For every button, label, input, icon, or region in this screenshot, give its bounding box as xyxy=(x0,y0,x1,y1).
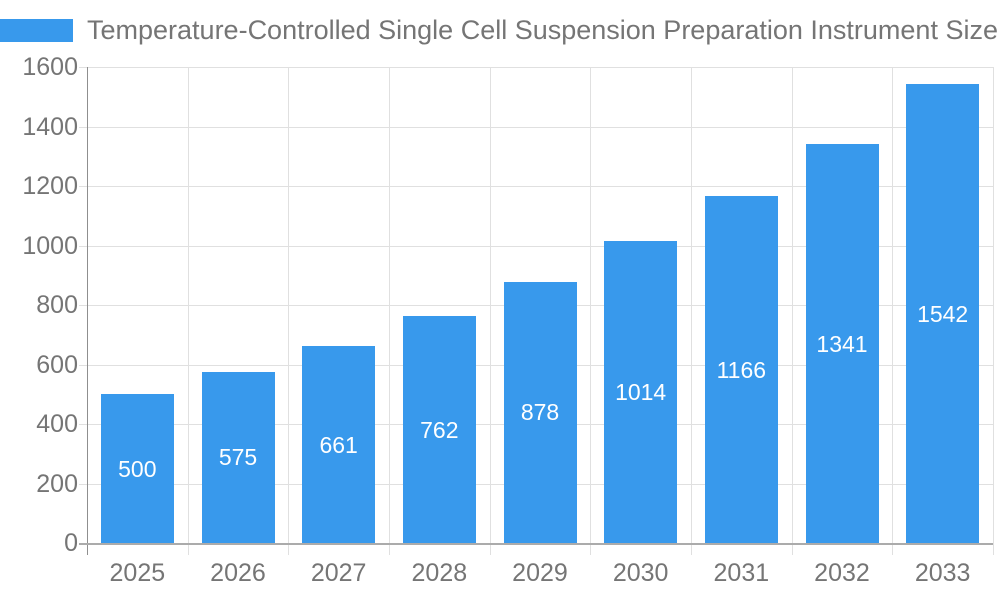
bar[interactable] xyxy=(302,346,376,543)
y-tick xyxy=(79,424,87,425)
y-axis-line xyxy=(87,67,88,555)
y-axis-label: 1200 xyxy=(22,172,78,200)
bar[interactable] xyxy=(402,316,476,543)
legend-swatch-icon xyxy=(0,19,73,42)
y-gridline xyxy=(87,186,993,187)
x-axis-label: 2031 xyxy=(713,559,770,587)
chart-title: Temperature-Controlled Single Cell Suspe… xyxy=(87,15,1000,45)
y-tick xyxy=(79,245,87,247)
y-axis-label: 0 xyxy=(64,529,78,557)
x-tick xyxy=(187,543,189,555)
x-gridline xyxy=(288,67,290,543)
y-axis-label: 1400 xyxy=(22,112,78,141)
y-axis-label: 1600 xyxy=(22,53,78,81)
y-axis-label: 200 xyxy=(36,469,78,498)
x-gridline xyxy=(590,67,592,543)
y-gridline xyxy=(87,126,993,128)
bar[interactable] xyxy=(100,394,174,543)
x-tick xyxy=(288,543,290,555)
bar-value-label: 1014 xyxy=(615,379,667,406)
x-axis-label: 2030 xyxy=(612,559,669,587)
x-tick xyxy=(590,543,592,555)
y-axis-label: 600 xyxy=(36,350,78,379)
bar[interactable] xyxy=(906,84,980,543)
x-axis-label: 2026 xyxy=(210,559,266,587)
y-tick xyxy=(79,305,87,306)
x-tick xyxy=(489,543,491,555)
y-tick xyxy=(79,364,87,366)
x-gridline xyxy=(791,67,793,543)
x-gridline xyxy=(489,67,491,543)
y-gridline xyxy=(87,67,993,68)
bar-value-label: 762 xyxy=(420,416,459,443)
x-axis-line xyxy=(79,543,993,545)
bar-value-label: 1542 xyxy=(917,300,969,327)
bar-value-label: 878 xyxy=(520,399,560,426)
x-axis-label: 2029 xyxy=(512,559,568,587)
x-axis-label: 2032 xyxy=(814,559,870,587)
bar[interactable] xyxy=(201,371,275,543)
x-gridline xyxy=(993,67,994,543)
x-tick xyxy=(993,543,994,555)
x-gridline xyxy=(691,67,692,543)
x-axis-label: 2025 xyxy=(109,559,166,587)
bar-value-label: 1341 xyxy=(816,330,868,357)
y-gridline xyxy=(87,245,993,247)
bar-value-label: 500 xyxy=(118,455,157,482)
chart-legend[interactable]: Temperature-Controlled Single Cell Suspe… xyxy=(0,15,1000,46)
x-gridline xyxy=(389,67,390,543)
y-tick xyxy=(79,126,87,128)
y-tick xyxy=(79,483,87,485)
x-axis-label: 2027 xyxy=(310,559,367,587)
y-tick xyxy=(79,67,87,68)
y-tick xyxy=(79,186,87,187)
bar[interactable] xyxy=(503,281,577,543)
bar-value-label: 575 xyxy=(218,444,258,471)
x-gridline xyxy=(187,67,189,543)
bar[interactable] xyxy=(805,144,879,543)
bar[interactable] xyxy=(704,196,778,543)
x-tick xyxy=(892,543,894,555)
x-axis-label: 2028 xyxy=(411,559,468,587)
bar-value-label: 1166 xyxy=(716,356,767,383)
bar[interactable] xyxy=(604,241,678,543)
x-tick xyxy=(691,543,692,555)
y-axis-label: 800 xyxy=(36,291,78,319)
y-axis-label: 400 xyxy=(36,410,78,438)
x-tick xyxy=(791,543,793,555)
bar-value-label: 661 xyxy=(319,431,358,458)
x-axis-label: 2033 xyxy=(914,559,971,587)
y-axis-label: 1000 xyxy=(22,231,78,260)
x-gridline xyxy=(892,67,894,543)
x-tick xyxy=(389,543,390,555)
